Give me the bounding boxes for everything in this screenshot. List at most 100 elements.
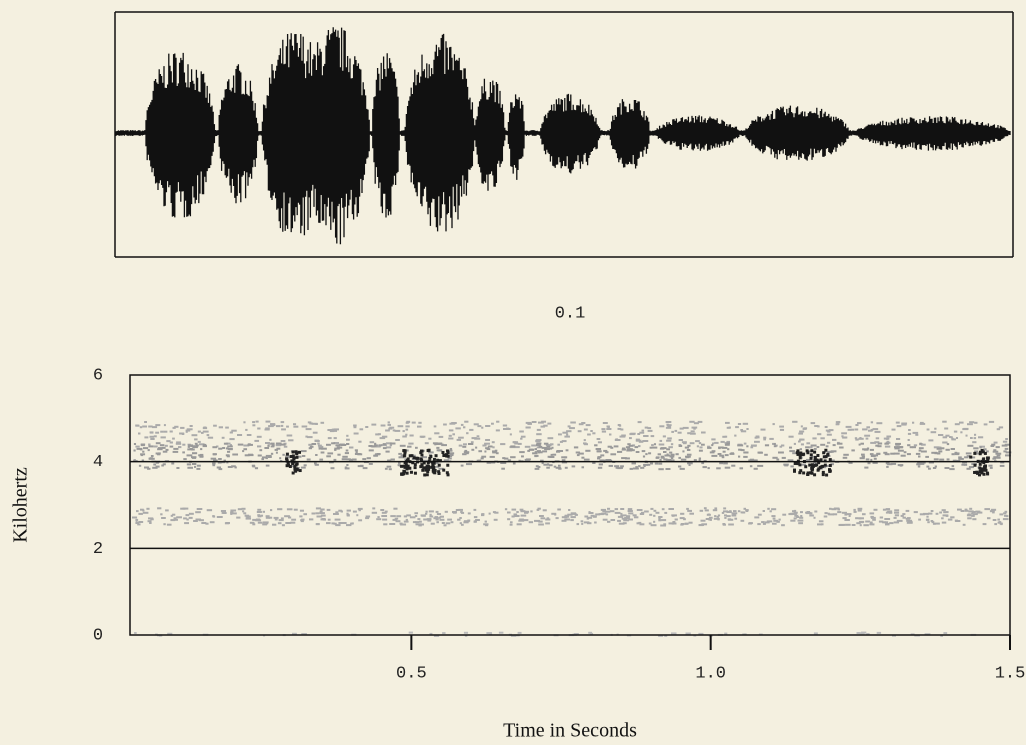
speckle (469, 429, 473, 431)
speckle (687, 445, 690, 447)
speckle (160, 444, 164, 446)
speckle (658, 518, 660, 520)
speckle (556, 467, 561, 469)
speckle (548, 437, 554, 439)
speckle (661, 457, 665, 459)
speckle (277, 508, 282, 510)
speckle (514, 515, 520, 517)
speckle (651, 435, 655, 437)
speckle (148, 444, 150, 446)
speckle (877, 632, 881, 634)
speckle (237, 434, 242, 436)
speckle (866, 438, 869, 440)
speckle (378, 433, 381, 435)
speckle (371, 424, 376, 426)
speckle (620, 465, 624, 467)
speckle (659, 444, 665, 446)
speckle (347, 510, 351, 512)
speckle (674, 523, 677, 525)
speckle (207, 434, 210, 436)
speckle (687, 449, 690, 451)
speckle (686, 508, 689, 510)
dark-blob (442, 454, 445, 457)
speckle (780, 429, 784, 431)
speckle (192, 434, 198, 436)
speckle (851, 449, 854, 451)
dark-blob (813, 451, 816, 454)
speckle (884, 518, 890, 520)
speckle (639, 432, 644, 434)
speckle (402, 436, 407, 438)
dark-blob (806, 473, 809, 476)
speckle (156, 442, 161, 444)
speckle (134, 443, 136, 445)
speckle (741, 520, 745, 522)
speckle (281, 425, 283, 427)
speckle (379, 444, 382, 446)
speckle (254, 440, 259, 442)
speckle (505, 508, 507, 510)
speckle (758, 514, 762, 516)
speckle (686, 633, 691, 635)
speckle (738, 456, 740, 458)
speckle (331, 442, 335, 444)
speckle (326, 444, 331, 446)
speckle (758, 436, 760, 438)
speckle (519, 431, 524, 433)
speckle (892, 429, 896, 431)
speckle (338, 522, 343, 524)
speckle (664, 512, 667, 514)
speckle (871, 429, 874, 431)
speckle (667, 437, 672, 439)
dark-blob (829, 464, 832, 467)
speckle (667, 454, 669, 456)
speckle (994, 523, 997, 525)
speckle (556, 517, 559, 519)
dark-blob (979, 463, 982, 466)
speckle (135, 446, 139, 448)
dark-blob (817, 469, 820, 472)
speckle (494, 519, 498, 521)
speckle (950, 516, 954, 518)
speckle (886, 438, 889, 440)
speckle (449, 429, 453, 431)
speckle (901, 515, 904, 517)
speckle (1003, 441, 1007, 443)
dark-blob (441, 451, 444, 454)
speckle (792, 421, 797, 423)
dark-blob (824, 464, 827, 467)
speckle (389, 468, 392, 470)
dark-blob (447, 451, 450, 454)
speckle (886, 462, 890, 464)
speckle (723, 524, 726, 526)
speckle (517, 523, 522, 525)
speckle (605, 511, 611, 513)
speckle (542, 450, 547, 452)
speckle (928, 468, 931, 470)
speckle (628, 508, 632, 510)
speckle (327, 452, 333, 454)
speckle (886, 466, 888, 468)
speckle (165, 445, 168, 447)
speckle (462, 446, 466, 448)
speckle (997, 455, 1001, 457)
speckle (866, 458, 870, 460)
speckle (945, 467, 950, 469)
speckle (272, 445, 275, 447)
speckle (319, 512, 325, 514)
speckle (723, 507, 726, 509)
speckle (1004, 515, 1007, 517)
speckle (809, 515, 814, 517)
speckle (545, 522, 550, 524)
speckle (538, 451, 540, 453)
speckle (601, 513, 607, 515)
speckle (281, 440, 286, 442)
speckle (196, 519, 201, 521)
speckle (687, 510, 692, 512)
dark-blob (419, 465, 422, 468)
speckle (679, 445, 683, 447)
speckle (213, 453, 217, 455)
speckle (440, 516, 444, 518)
speckle (316, 507, 321, 509)
speckle (711, 438, 715, 440)
